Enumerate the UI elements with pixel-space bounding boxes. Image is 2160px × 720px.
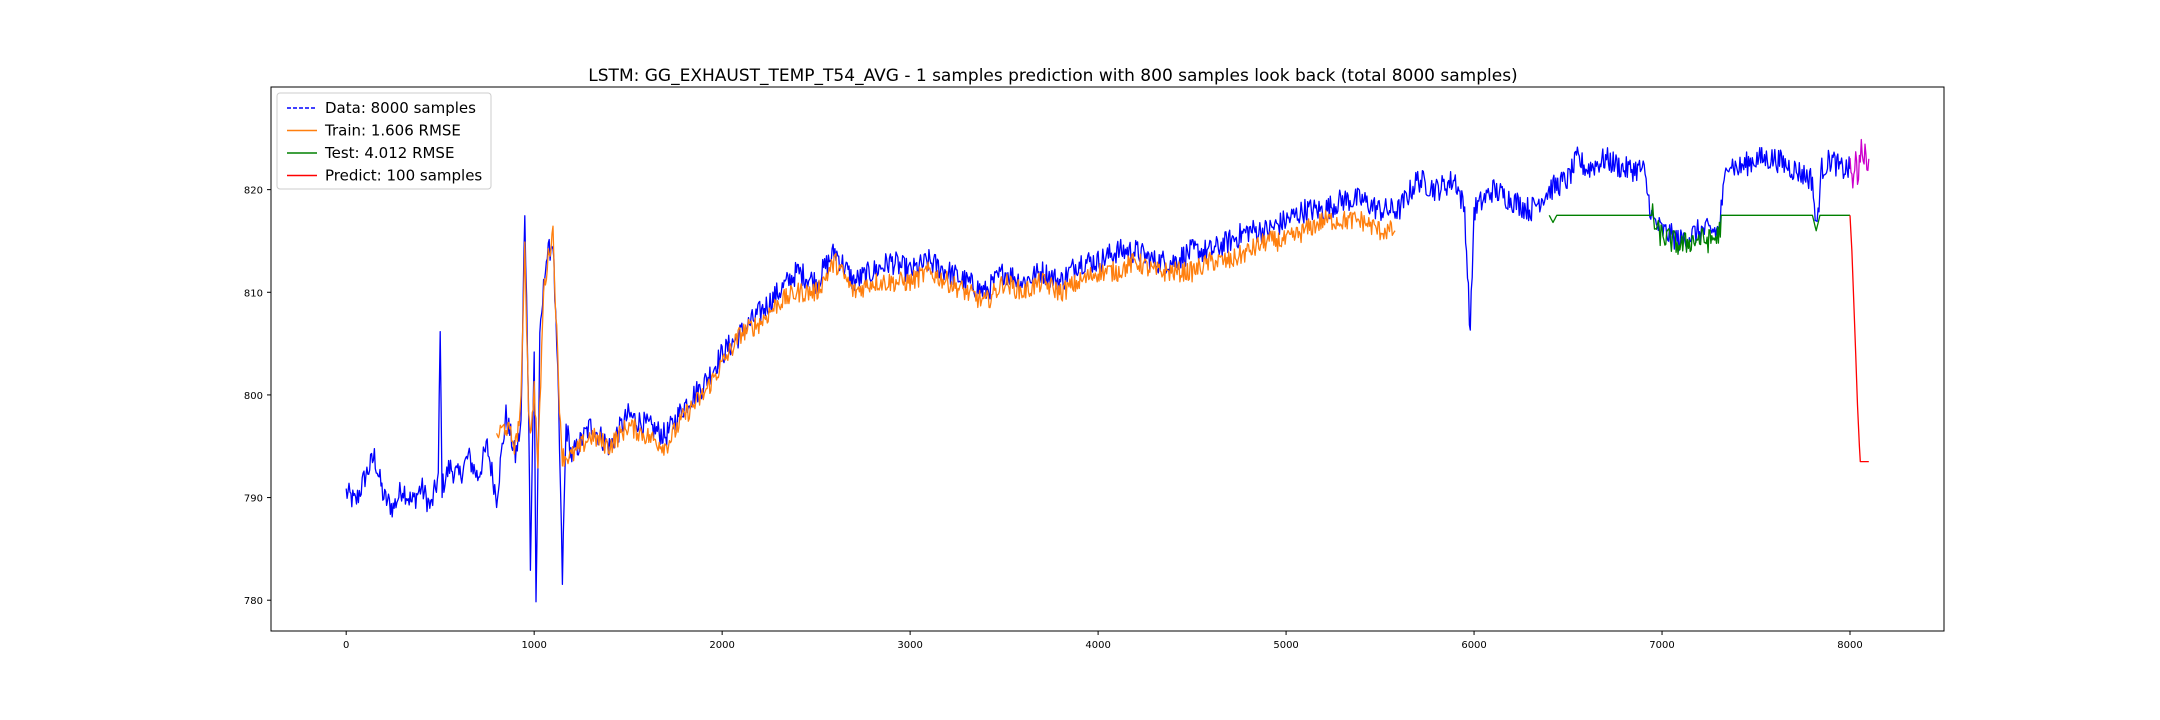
series-line-3	[1548, 203, 1850, 255]
x-tick-label-3: 3000	[897, 640, 922, 651]
series-layer	[345, 138, 1870, 603]
legend-label-2: Train: 1.606 RMSE	[324, 122, 461, 140]
x-tick-label-5: 5000	[1273, 640, 1298, 651]
x-tick-label-1: 1000	[521, 640, 546, 651]
chart-title: LSTM: GG_EXHAUST_TEMP_T54_AVG - 1 sample…	[588, 66, 1517, 86]
legend-label-3: Test: 4.012 RMSE	[324, 144, 454, 162]
plot-frame	[270, 86, 1945, 632]
legend-label-1: Data: 8000 samples	[325, 99, 476, 117]
x-tick-label-4: 4000	[1085, 640, 1110, 651]
legend-label-4: Predict: 100 samples	[325, 167, 482, 185]
y-tick-label-3: 810	[244, 288, 263, 299]
y-tick-label-1: 790	[244, 494, 263, 505]
x-tick-label-2: 2000	[709, 640, 734, 651]
x-tick-label-6: 6000	[1461, 640, 1486, 651]
series-line-5	[1849, 138, 1870, 189]
y-tick-label-0: 780	[244, 596, 263, 607]
series-line-1	[345, 146, 1851, 603]
y-tick-label-4: 820	[244, 186, 263, 197]
series-line-4	[1849, 215, 1869, 463]
legend: Data: 8000 samples Train: 1.606 RMSE Test:…	[276, 92, 492, 190]
y-tick-label-2: 800	[244, 391, 263, 402]
x-tick-label-8: 8000	[1837, 640, 1862, 651]
ticks-layer: 0 1000 2000 3000 4000 5000 6000 7000 8000 780 790 8…	[244, 186, 1863, 651]
x-tick-label-0: 0	[343, 640, 349, 651]
legend-box	[276, 92, 492, 190]
series-line-2	[495, 210, 1396, 469]
x-tick-label-7: 7000	[1649, 640, 1674, 651]
